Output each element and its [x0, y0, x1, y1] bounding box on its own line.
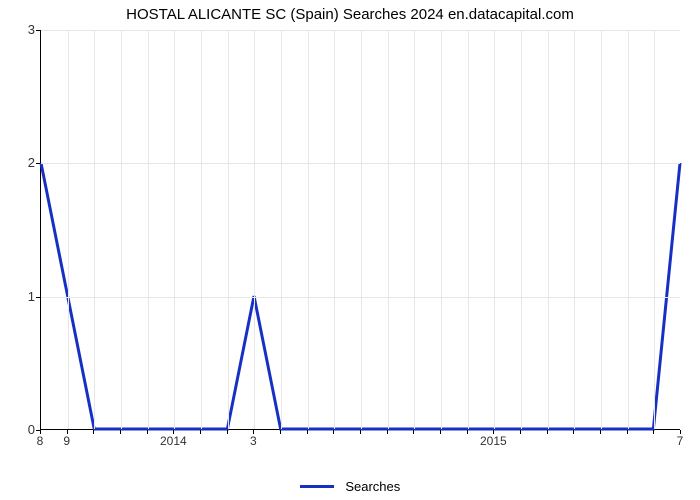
x-tick-mark	[120, 430, 121, 434]
x-tick-mark	[93, 430, 94, 434]
y-tick-mark	[36, 297, 40, 298]
x-tick-mark	[333, 430, 334, 434]
y-tick-label: 2	[5, 155, 35, 170]
legend-label: Searches	[345, 479, 400, 494]
grid-line-v	[494, 30, 495, 429]
grid-line-v	[121, 30, 122, 429]
x-tick-mark	[280, 430, 281, 434]
grid-line-v	[654, 30, 655, 429]
grid-line-v	[148, 30, 149, 429]
x-tick-mark	[520, 430, 521, 434]
x-tick-mark	[200, 430, 201, 434]
x-tick-label: 3	[250, 434, 257, 448]
grid-line-v	[468, 30, 469, 429]
grid-line-v	[441, 30, 442, 429]
legend: Searches	[0, 478, 700, 494]
x-tick-mark	[387, 430, 388, 434]
x-tick-mark	[307, 430, 308, 434]
x-tick-label: 2015	[480, 434, 507, 448]
x-tick-mark	[440, 430, 441, 434]
x-tick-mark	[627, 430, 628, 434]
y-tick-label: 3	[5, 22, 35, 37]
grid-line-v	[548, 30, 549, 429]
x-tick-label: 8	[37, 434, 44, 448]
grid-line-v	[94, 30, 95, 429]
grid-line-v	[254, 30, 255, 429]
x-tick-mark	[653, 430, 654, 434]
grid-line-v	[68, 30, 69, 429]
grid-line-v	[308, 30, 309, 429]
grid-line-v	[388, 30, 389, 429]
grid-line-v	[628, 30, 629, 429]
y-tick-label: 0	[5, 422, 35, 437]
plot-area	[40, 30, 680, 430]
grid-line-v	[574, 30, 575, 429]
grid-line-v	[414, 30, 415, 429]
grid-line-v	[334, 30, 335, 429]
grid-line-v	[521, 30, 522, 429]
x-tick-mark	[600, 430, 601, 434]
x-tick-mark	[227, 430, 228, 434]
x-tick-mark	[467, 430, 468, 434]
x-tick-mark	[360, 430, 361, 434]
x-tick-mark	[147, 430, 148, 434]
grid-line-v	[281, 30, 282, 429]
y-tick-label: 1	[5, 289, 35, 304]
chart-title: HOSTAL ALICANTE SC (Spain) Searches 2024…	[0, 6, 700, 23]
x-tick-mark	[547, 430, 548, 434]
grid-line-v	[361, 30, 362, 429]
x-tick-label: 7	[677, 434, 684, 448]
x-tick-label: 9	[63, 434, 70, 448]
y-tick-mark	[36, 163, 40, 164]
x-tick-mark	[413, 430, 414, 434]
legend-swatch	[300, 485, 334, 488]
grid-line-v	[201, 30, 202, 429]
chart-container: HOSTAL ALICANTE SC (Spain) Searches 2024…	[0, 0, 700, 500]
grid-line-v	[601, 30, 602, 429]
grid-line-v	[174, 30, 175, 429]
x-tick-mark	[573, 430, 574, 434]
grid-line-v	[228, 30, 229, 429]
y-tick-mark	[36, 30, 40, 31]
x-tick-label: 2014	[160, 434, 187, 448]
